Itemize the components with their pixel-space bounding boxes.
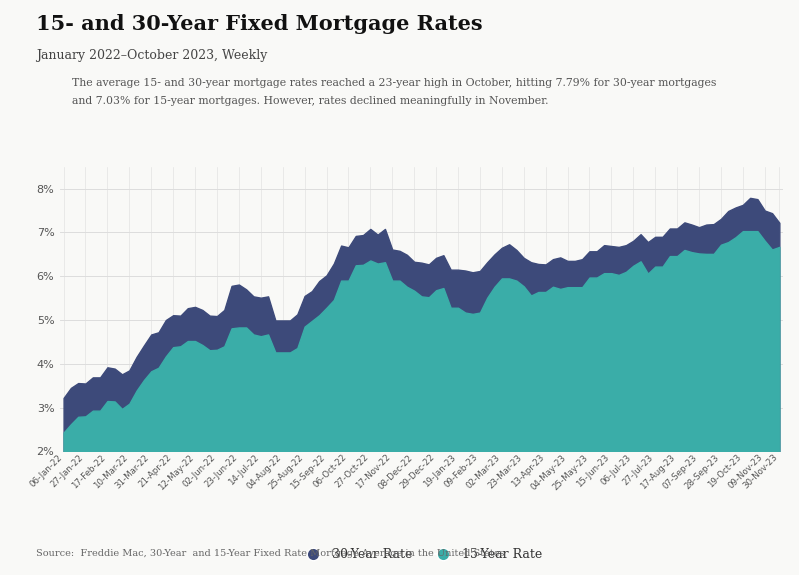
Text: and 7.03% for 15-year mortgages. However, rates declined meaningfully in Novembe: and 7.03% for 15-year mortgages. However… — [72, 96, 548, 106]
Text: The average 15- and 30-year mortgage rates reached a 23-year high in October, hi: The average 15- and 30-year mortgage rat… — [72, 78, 716, 87]
Text: Source:  Freddie Mac, 30-Year  and 15-Year Fixed Rate Mortgage Average in the Un: Source: Freddie Mac, 30-Year and 15-Year… — [36, 549, 504, 558]
Text: 15- and 30-Year Fixed Mortgage Rates: 15- and 30-Year Fixed Mortgage Rates — [36, 14, 483, 34]
Text: January 2022–October 2023, Weekly: January 2022–October 2023, Weekly — [36, 49, 268, 62]
Legend: 30-Year Rate, 15-Year Rate: 30-Year Rate, 15-Year Rate — [296, 543, 547, 566]
